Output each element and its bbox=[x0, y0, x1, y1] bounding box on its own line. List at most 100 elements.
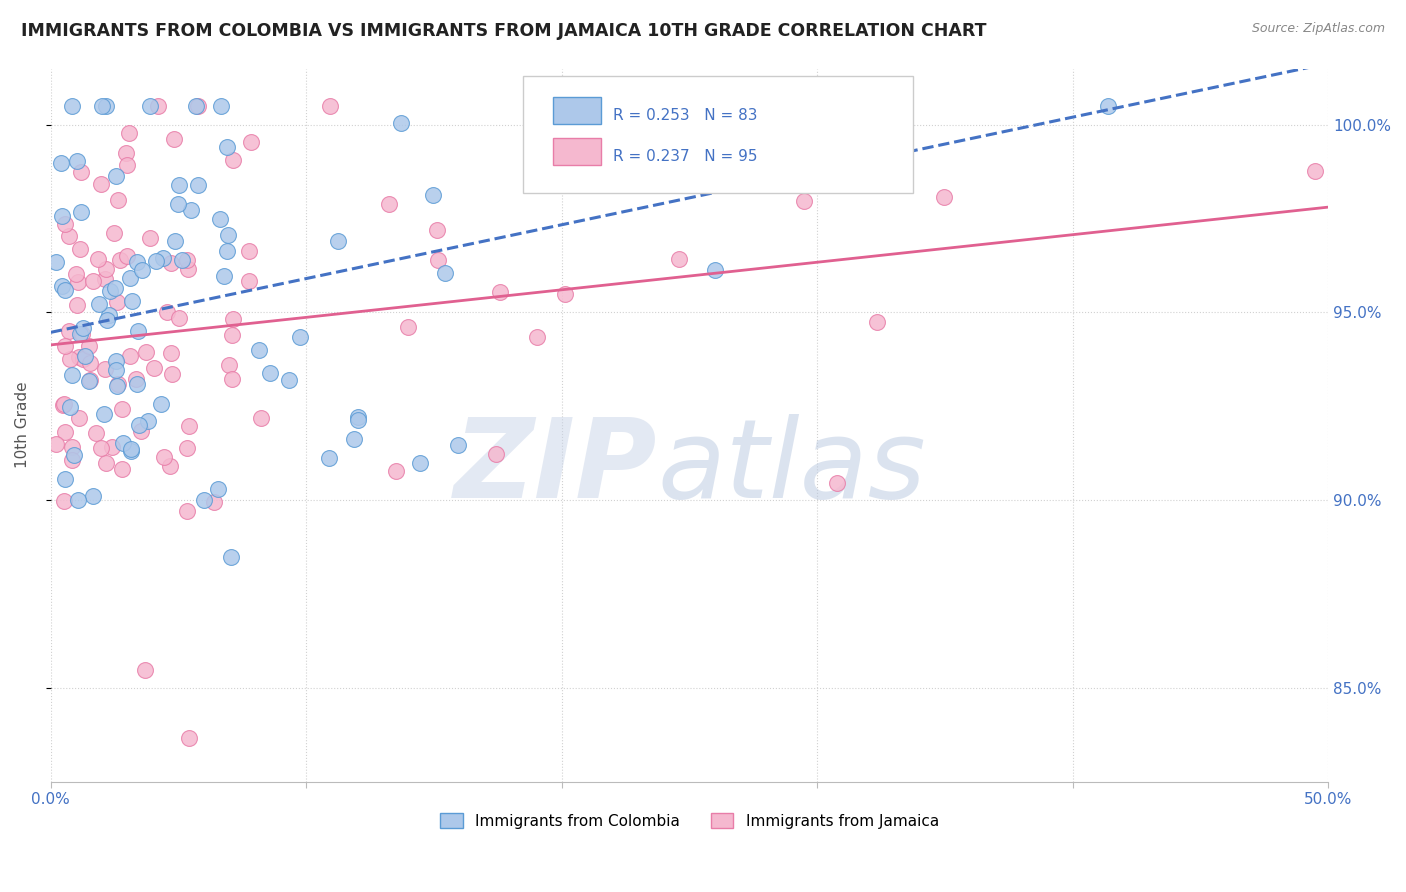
Point bbox=[134, 663, 156, 677]
Point bbox=[51, 209, 73, 223]
Point bbox=[82, 274, 104, 288]
Point bbox=[222, 312, 245, 326]
Point bbox=[72, 320, 94, 334]
Point bbox=[489, 285, 512, 299]
Point bbox=[139, 99, 162, 113]
Point bbox=[176, 504, 198, 518]
Point bbox=[105, 169, 128, 183]
Point bbox=[427, 252, 450, 267]
Point bbox=[704, 263, 727, 277]
Point bbox=[221, 372, 243, 386]
Point bbox=[146, 99, 169, 113]
Point bbox=[59, 351, 82, 366]
Point bbox=[389, 116, 412, 130]
Point bbox=[110, 252, 132, 267]
Y-axis label: 10th Grade: 10th Grade bbox=[15, 382, 30, 468]
Point bbox=[105, 295, 128, 310]
Point bbox=[752, 99, 775, 113]
Point bbox=[111, 436, 134, 450]
Point bbox=[319, 99, 342, 113]
Point bbox=[526, 329, 548, 343]
Point bbox=[162, 367, 184, 381]
Point bbox=[217, 228, 239, 243]
Point bbox=[219, 550, 242, 565]
Bar bbox=[553, 137, 602, 165]
Point bbox=[217, 244, 239, 259]
Point bbox=[209, 99, 232, 113]
Point bbox=[118, 127, 141, 141]
Point bbox=[69, 242, 91, 256]
Point bbox=[136, 414, 159, 428]
Point bbox=[86, 252, 108, 266]
Point bbox=[127, 254, 149, 268]
Point bbox=[179, 418, 201, 433]
Point bbox=[278, 373, 301, 387]
Point bbox=[73, 349, 96, 363]
Point bbox=[318, 450, 340, 465]
Legend: Immigrants from Colombia, Immigrants from Jamaica: Immigrants from Colombia, Immigrants fro… bbox=[434, 806, 945, 835]
Point bbox=[66, 154, 89, 169]
Point bbox=[346, 413, 368, 427]
Point bbox=[585, 99, 607, 113]
Point bbox=[120, 442, 142, 456]
Point bbox=[59, 400, 82, 414]
Point bbox=[45, 255, 67, 269]
Point bbox=[396, 319, 419, 334]
Point bbox=[215, 140, 238, 154]
Point bbox=[180, 203, 202, 218]
Point bbox=[422, 187, 444, 202]
Point bbox=[84, 425, 107, 440]
Point bbox=[70, 204, 93, 219]
Point bbox=[82, 489, 104, 503]
Point bbox=[111, 462, 134, 476]
Point bbox=[176, 441, 198, 455]
Point bbox=[129, 424, 152, 438]
Point bbox=[125, 372, 148, 386]
Point bbox=[145, 254, 167, 268]
Point bbox=[384, 464, 406, 478]
Point bbox=[79, 373, 101, 387]
Point bbox=[163, 234, 186, 248]
Point bbox=[208, 212, 231, 227]
Point bbox=[142, 360, 165, 375]
Point bbox=[60, 368, 83, 382]
Point bbox=[176, 253, 198, 268]
Point bbox=[107, 377, 129, 392]
Point bbox=[79, 374, 101, 388]
Point bbox=[347, 409, 370, 424]
Point bbox=[103, 226, 125, 240]
Point bbox=[259, 367, 281, 381]
Point bbox=[70, 326, 93, 341]
Point bbox=[101, 440, 124, 454]
Point bbox=[247, 343, 270, 358]
Text: atlas: atlas bbox=[658, 415, 927, 522]
Point bbox=[170, 252, 193, 267]
Point bbox=[207, 482, 229, 496]
Point bbox=[159, 459, 181, 474]
Point bbox=[447, 438, 470, 452]
Point bbox=[138, 231, 160, 245]
Point bbox=[45, 437, 67, 451]
Point bbox=[67, 493, 90, 508]
Point bbox=[69, 327, 91, 342]
Point bbox=[127, 324, 149, 338]
Point bbox=[98, 308, 121, 322]
Point bbox=[115, 249, 138, 263]
Point bbox=[107, 193, 129, 207]
Point bbox=[167, 197, 190, 211]
Point bbox=[115, 157, 138, 171]
Point bbox=[789, 99, 811, 113]
Point bbox=[177, 261, 200, 276]
Point bbox=[104, 281, 127, 295]
Point bbox=[111, 402, 134, 417]
Point bbox=[250, 410, 273, 425]
Point bbox=[53, 217, 76, 231]
Point bbox=[932, 190, 955, 204]
Point bbox=[60, 99, 83, 113]
Point bbox=[128, 418, 150, 433]
Point bbox=[714, 99, 737, 113]
Point bbox=[120, 444, 142, 458]
Point bbox=[105, 353, 128, 368]
Point bbox=[90, 177, 112, 191]
Point bbox=[288, 330, 311, 344]
